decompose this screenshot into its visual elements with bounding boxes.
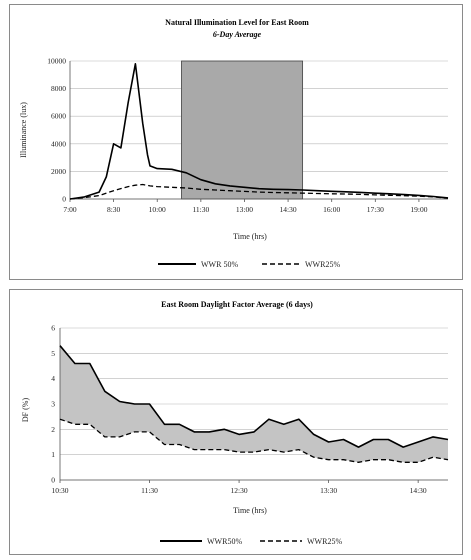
chart2-x-tick-label: 11:30 — [141, 486, 158, 495]
chart2-x-tick-label: 14:30 — [410, 486, 427, 495]
chart2-y-tick-label: 2 — [51, 425, 55, 434]
illuminance-chart: Natural Illumination Level for East Room… — [10, 5, 464, 281]
chart1-x-tick-label: 19:00 — [410, 205, 427, 214]
chart1-y-tick-label: 8000 — [51, 84, 66, 93]
chart2-y-tick-label: 6 — [51, 324, 55, 333]
chart1-x-tick-label: 16:00 — [323, 205, 340, 214]
chart1-x-tick-label: 17:30 — [367, 205, 384, 214]
chart1-x-tick-label: 8:30 — [107, 205, 121, 214]
chart1-legend-label-wwr25: WWR25% — [305, 260, 340, 269]
chart1-x-tick-label: 13:00 — [236, 205, 253, 214]
chart1-legend-label-wwr50: WWR 50% — [201, 260, 238, 269]
chart2-x-tick-label: 13:30 — [320, 486, 337, 495]
chart1-x-tick-label: 11:30 — [192, 205, 209, 214]
chart2-ylabel: DF (%) — [21, 398, 30, 423]
chart2-xlabel: Time (hrs) — [233, 506, 267, 515]
chart1-y-tick-label: 0 — [62, 195, 66, 204]
chart2-y-tick-label: 4 — [51, 374, 55, 383]
chart2-title: East Room Daylight Factor Average (6 day… — [161, 300, 313, 309]
chart1-x-tick-label: 7:00 — [63, 205, 77, 214]
daylight-factor-chart: East Room Daylight Factor Average (6 day… — [10, 290, 464, 556]
chart1-legend: WWR 50% WWR25% — [158, 260, 340, 269]
chart2-y-tick-label: 0 — [51, 476, 55, 485]
chart1-y-tick-label: 4000 — [51, 139, 66, 148]
daylight-factor-chart-panel: East Room Daylight Factor Average (6 day… — [9, 289, 463, 555]
chart2-x-tick-label: 12:30 — [231, 486, 248, 495]
chart1-y-tick-label: 6000 — [51, 112, 66, 121]
chart1-y-tick-label: 10000 — [47, 57, 66, 66]
chart1-x-tick-label: 10:00 — [149, 205, 166, 214]
chart2-legend-label-wwr50: WWR50% — [207, 537, 242, 546]
chart2-legend: WWR50% WWR25% — [160, 537, 342, 546]
illuminance-chart-panel: Natural Illumination Level for East Room… — [9, 4, 463, 280]
chart2-y-tick-label: 1 — [51, 450, 55, 459]
chart2-y-tick-label: 5 — [51, 349, 55, 358]
chart2-y-tick-label: 3 — [51, 400, 55, 409]
chart1-x-tick-label: 14:30 — [280, 205, 297, 214]
chart2-legend-label-wwr25: WWR25% — [307, 537, 342, 546]
chart2-x-tick-label: 10:30 — [51, 486, 68, 495]
chart1-subtitle: 6-Day Average — [213, 30, 262, 39]
chart1-y-tick-label: 2000 — [51, 167, 66, 176]
chart1-ylabel: Illuminance (lux) — [19, 102, 28, 158]
chart1-xlabel: Time (hrs) — [233, 232, 267, 241]
chart1-title: Natural Illumination Level for East Room — [165, 18, 309, 27]
